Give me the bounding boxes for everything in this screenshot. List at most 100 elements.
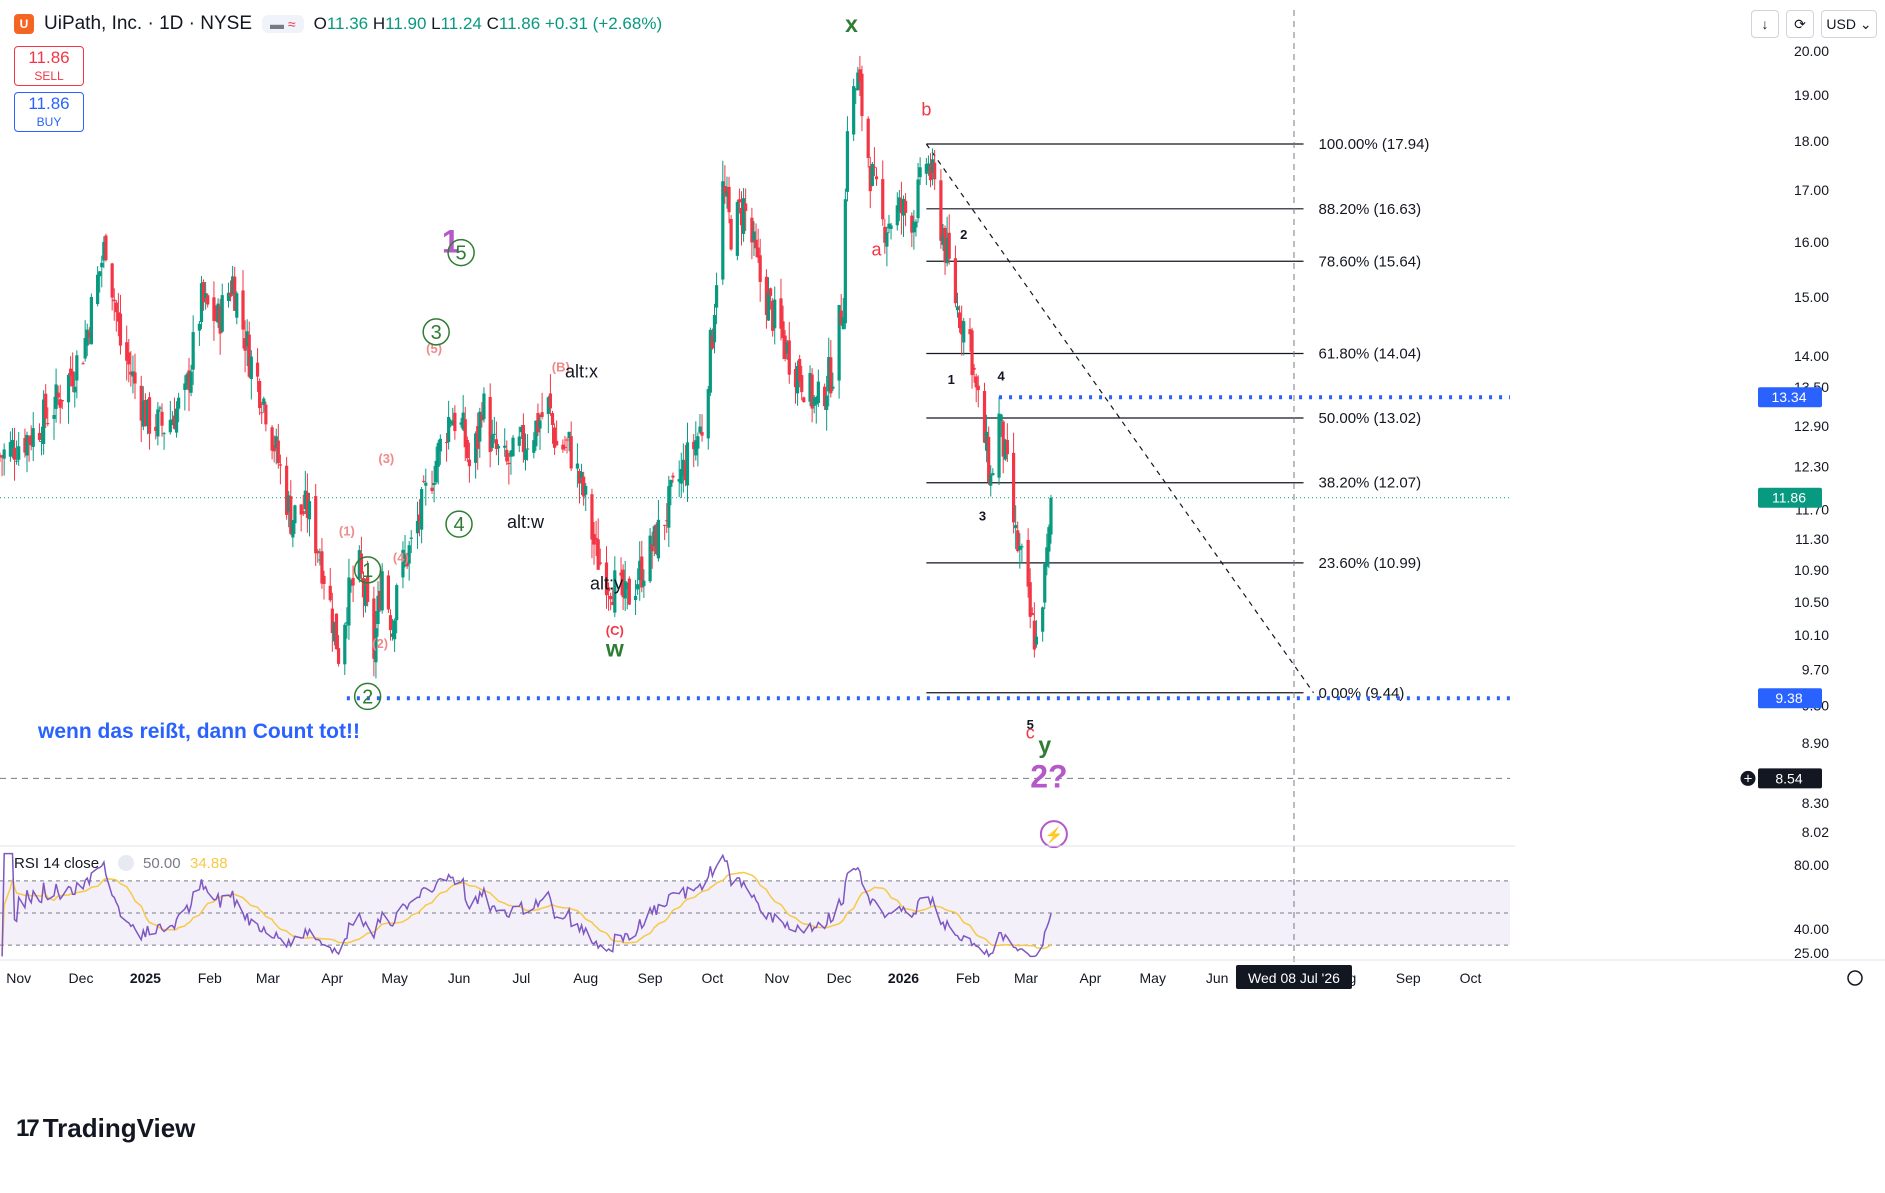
- candle-body[interactable]: [737, 199, 742, 203]
- candle-body[interactable]: [1049, 497, 1053, 535]
- candle-body[interactable]: [858, 69, 862, 82]
- rsi-line[interactable]: [1, 852, 1052, 958]
- candle-body[interactable]: [881, 179, 885, 220]
- candle-body[interactable]: [332, 622, 337, 642]
- candle-body[interactable]: [480, 414, 484, 421]
- candle-body[interactable]: [787, 340, 791, 375]
- candle-body[interactable]: [681, 459, 685, 476]
- candle-body[interactable]: [532, 440, 536, 453]
- candle-body[interactable]: [648, 535, 652, 582]
- candle-body[interactable]: [928, 165, 933, 181]
- candle-body[interactable]: [145, 399, 150, 426]
- circled-wave-label[interactable]: 3: [431, 322, 442, 344]
- candle-body[interactable]: [943, 227, 947, 263]
- candle-body[interactable]: [636, 584, 640, 590]
- settings-gear-icon[interactable]: [1847, 970, 1863, 986]
- rsi-pane[interactable]: RSI 14 close 50.00 34.88: [0, 845, 1885, 958]
- circled-wave-marker[interactable]: [447, 238, 475, 267]
- candle-body[interactable]: [710, 335, 715, 349]
- candle-body[interactable]: [127, 352, 131, 365]
- candle-body[interactable]: [218, 306, 222, 334]
- rsi-ma-line[interactable]: [1, 871, 1052, 957]
- candle-body[interactable]: [604, 562, 609, 596]
- candle-body[interactable]: [941, 234, 945, 245]
- candle-body[interactable]: [856, 72, 860, 91]
- candle-body[interactable]: [708, 329, 712, 393]
- candle-body[interactable]: [538, 420, 542, 429]
- candle-body[interactable]: [1005, 440, 1009, 455]
- candle-body[interactable]: [247, 334, 251, 377]
- candle-body[interactable]: [974, 376, 978, 388]
- candle-body[interactable]: [366, 576, 370, 602]
- symbol-title[interactable]: UiPath, Inc. · 1D · NYSE: [44, 13, 253, 34]
- candle-body[interactable]: [642, 580, 646, 587]
- candle-body[interactable]: [700, 432, 704, 436]
- candle-body[interactable]: [42, 399, 46, 445]
- candle-body[interactable]: [52, 415, 56, 419]
- candle-body[interactable]: [584, 485, 588, 495]
- candle-body[interactable]: [401, 549, 405, 578]
- candle-body[interactable]: [434, 460, 438, 483]
- circled-wave-marker[interactable]: [353, 682, 382, 711]
- candle-body[interactable]: [613, 570, 617, 613]
- wave-label[interactable]: (B): [552, 359, 570, 374]
- candle-body[interactable]: [729, 218, 733, 250]
- candle-body[interactable]: [185, 374, 189, 385]
- circled-wave-label[interactable]: 1: [362, 560, 373, 582]
- candle-body[interactable]: [1020, 546, 1024, 548]
- candle-body[interactable]: [968, 329, 972, 335]
- candle-body[interactable]: [482, 393, 486, 420]
- candle-body[interactable]: [955, 306, 960, 311]
- candle-body[interactable]: [887, 223, 891, 229]
- candle-body[interactable]: [1028, 582, 1032, 617]
- candle-body[interactable]: [407, 545, 411, 564]
- candle-body[interactable]: [299, 504, 303, 515]
- candle-body[interactable]: [129, 371, 133, 375]
- candle-body[interactable]: [633, 595, 638, 601]
- candle-body[interactable]: [810, 374, 814, 409]
- candle-body[interactable]: [663, 524, 667, 526]
- candle-body[interactable]: [118, 313, 123, 346]
- circled-wave-label[interactable]: 5: [456, 243, 467, 265]
- wave-label[interactable]: x: [845, 11, 858, 37]
- candle-body[interactable]: [131, 371, 135, 377]
- candle-body[interactable]: [330, 608, 334, 634]
- candle-body[interactable]: [15, 460, 19, 462]
- candle-body[interactable]: [814, 397, 818, 405]
- candle-body[interactable]: [0, 456, 4, 458]
- candle-body[interactable]: [609, 595, 613, 600]
- candle-body[interactable]: [677, 479, 681, 482]
- candle-body[interactable]: [970, 330, 974, 376]
- candle-body[interactable]: [638, 560, 642, 581]
- circled-wave-marker[interactable]: [422, 318, 450, 346]
- wave-label[interactable]: y: [1038, 732, 1051, 758]
- candle-body[interactable]: [889, 225, 893, 229]
- candle-body[interactable]: [874, 176, 879, 180]
- candle-body[interactable]: [201, 282, 206, 303]
- candle-body[interactable]: [349, 582, 353, 586]
- candle-body[interactable]: [334, 613, 339, 650]
- currency-select[interactable]: USD ⌄: [1821, 10, 1877, 38]
- candle-body[interactable]: [764, 276, 769, 315]
- candle-body[interactable]: [154, 426, 158, 431]
- candle-body[interactable]: [81, 363, 85, 365]
- candle-body[interactable]: [930, 159, 935, 173]
- candle-body[interactable]: [654, 524, 658, 554]
- candle-body[interactable]: [972, 367, 976, 370]
- candle-body[interactable]: [44, 393, 48, 419]
- candle-body[interactable]: [1014, 525, 1018, 529]
- candle-body[interactable]: [85, 329, 89, 346]
- lightning-alert-icon[interactable]: [1039, 820, 1068, 849]
- candle-body[interactable]: [569, 436, 573, 469]
- wave-label[interactable]: alt:x: [565, 362, 598, 382]
- wave-label[interactable]: 1: [442, 224, 460, 260]
- candle-body[interactable]: [361, 578, 366, 598]
- candle-body[interactable]: [899, 199, 904, 214]
- candle-body[interactable]: [837, 304, 841, 381]
- candle-body[interactable]: [444, 442, 449, 444]
- candle-body[interactable]: [540, 412, 544, 417]
- candle-body[interactable]: [885, 232, 889, 247]
- candle-body[interactable]: [357, 550, 361, 579]
- candle-body[interactable]: [561, 444, 565, 450]
- candle-body[interactable]: [991, 473, 995, 476]
